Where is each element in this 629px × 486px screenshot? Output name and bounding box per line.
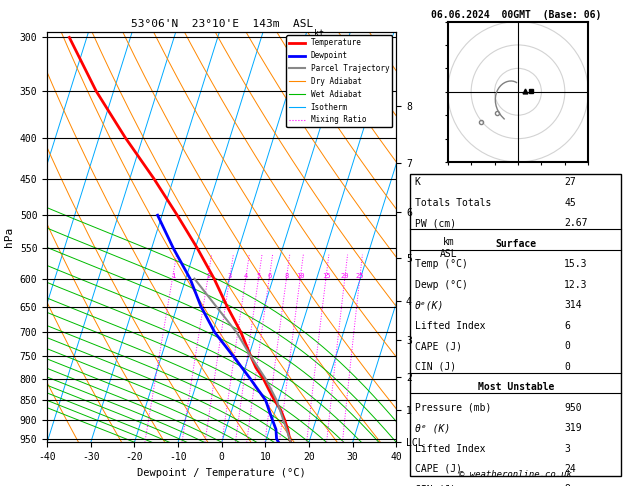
Text: K: K: [415, 177, 420, 187]
Text: 15: 15: [322, 273, 330, 279]
Text: 12.3: 12.3: [564, 279, 587, 290]
Y-axis label: hPa: hPa: [4, 227, 14, 247]
Text: 06.06.2024  00GMT  (Base: 06): 06.06.2024 00GMT (Base: 06): [431, 10, 601, 19]
Text: 314: 314: [564, 300, 582, 310]
Text: Temp (°C): Temp (°C): [415, 259, 467, 269]
X-axis label: Dewpoint / Temperature (°C): Dewpoint / Temperature (°C): [137, 468, 306, 478]
Text: Lifted Index: Lifted Index: [415, 321, 485, 330]
Text: θᵉ (K): θᵉ (K): [415, 423, 450, 433]
Text: 5: 5: [257, 273, 261, 279]
Text: 24: 24: [564, 464, 576, 474]
Text: Dewp (°C): Dewp (°C): [415, 279, 467, 290]
Text: Totals Totals: Totals Totals: [415, 198, 491, 208]
Text: 950: 950: [564, 402, 582, 413]
Text: 45: 45: [564, 198, 576, 208]
Y-axis label: km
ASL: km ASL: [440, 237, 457, 259]
Text: Most Unstable: Most Unstable: [477, 382, 554, 392]
Text: 2.67: 2.67: [564, 218, 587, 228]
Text: 319: 319: [564, 423, 582, 433]
Text: 27: 27: [564, 177, 576, 187]
Text: CAPE (J): CAPE (J): [415, 464, 462, 474]
Text: 9: 9: [564, 485, 570, 486]
Text: Pressure (mb): Pressure (mb): [415, 402, 491, 413]
Text: Lifted Index: Lifted Index: [415, 444, 485, 453]
Text: 3: 3: [564, 444, 570, 453]
Title: 53°06'N  23°10'E  143m  ASL: 53°06'N 23°10'E 143m ASL: [131, 19, 313, 30]
Text: 10: 10: [296, 273, 305, 279]
Text: 20: 20: [341, 273, 349, 279]
Legend: Temperature, Dewpoint, Parcel Trajectory, Dry Adiabat, Wet Adiabat, Isotherm, Mi: Temperature, Dewpoint, Parcel Trajectory…: [286, 35, 392, 127]
Text: CAPE (J): CAPE (J): [415, 341, 462, 351]
Text: 15.3: 15.3: [564, 259, 587, 269]
Text: CIN (J): CIN (J): [415, 485, 455, 486]
Text: 25: 25: [356, 273, 364, 279]
Text: Surface: Surface: [495, 239, 537, 249]
Text: 2: 2: [206, 273, 210, 279]
Text: 1: 1: [170, 273, 175, 279]
Text: © weatheronline.co.uk: © weatheronline.co.uk: [459, 470, 572, 479]
Text: 4: 4: [244, 273, 248, 279]
Text: 6: 6: [564, 321, 570, 330]
Text: θᵉ(K): θᵉ(K): [415, 300, 444, 310]
Text: 0: 0: [564, 341, 570, 351]
Text: 8: 8: [285, 273, 289, 279]
Text: CIN (J): CIN (J): [415, 362, 455, 372]
Text: PW (cm): PW (cm): [415, 218, 455, 228]
Text: 6: 6: [267, 273, 272, 279]
Bar: [410, 174, 621, 476]
Text: 3: 3: [228, 273, 232, 279]
Text: 0: 0: [564, 362, 570, 372]
